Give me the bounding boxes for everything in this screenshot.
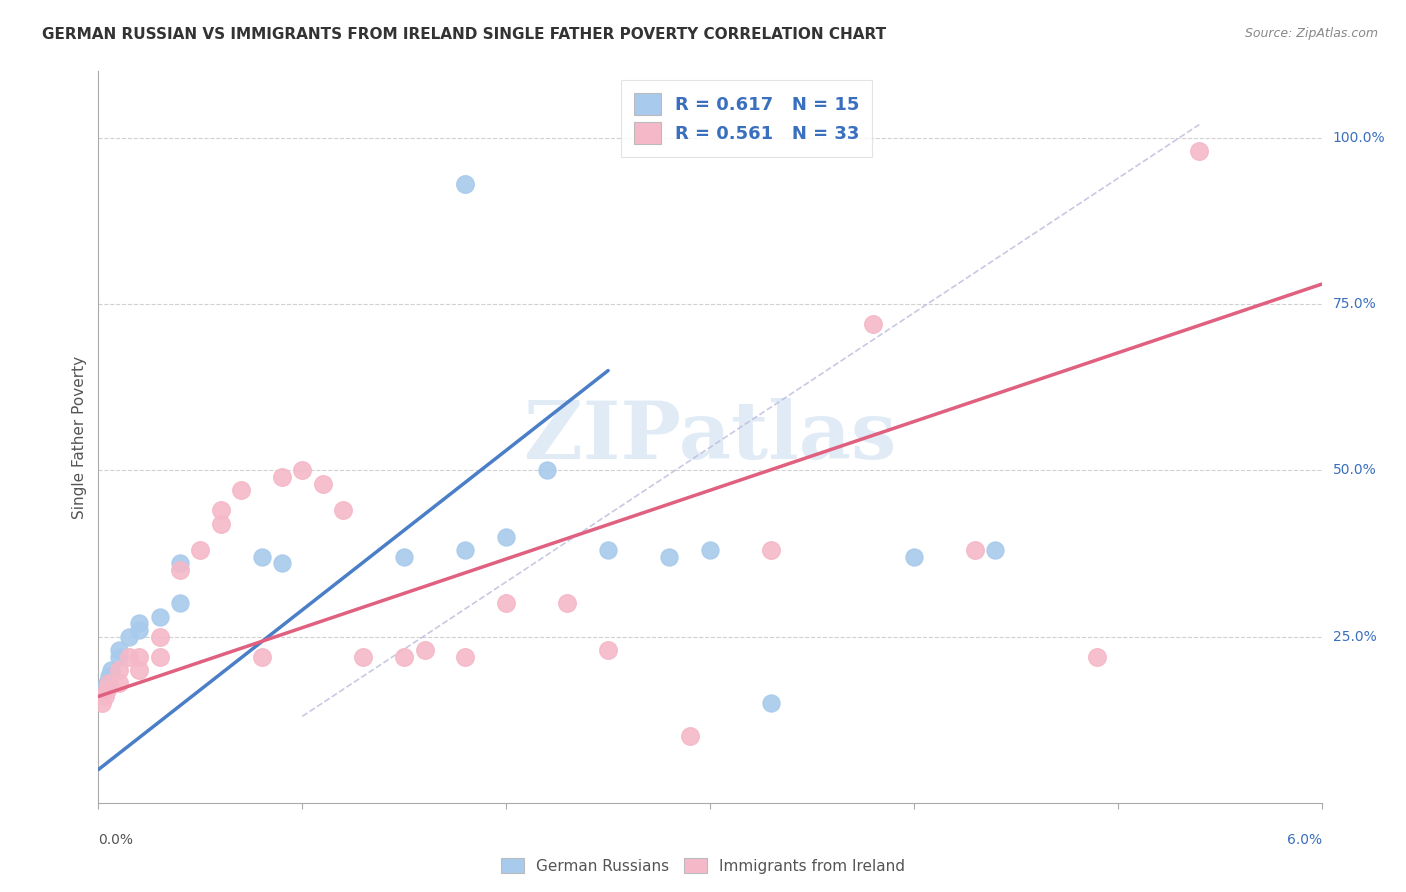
Point bbox=[352, 649, 374, 664]
Text: GERMAN RUSSIAN VS IMMIGRANTS FROM IRELAND SINGLE FATHER POVERTY CORRELATION CHAR: GERMAN RUSSIAN VS IMMIGRANTS FROM IRELAN… bbox=[42, 27, 886, 42]
Point bbox=[862, 317, 884, 331]
Text: 50.0%: 50.0% bbox=[1333, 463, 1376, 477]
Point bbox=[250, 549, 273, 564]
Point bbox=[250, 649, 273, 664]
Point bbox=[128, 623, 150, 637]
Point bbox=[679, 729, 702, 743]
Point bbox=[149, 609, 172, 624]
Point bbox=[392, 549, 416, 564]
Point bbox=[963, 543, 986, 558]
Point bbox=[91, 682, 114, 697]
Point bbox=[169, 557, 191, 571]
Point bbox=[454, 543, 477, 558]
Point bbox=[761, 543, 783, 558]
Point bbox=[149, 630, 172, 644]
Text: ZIPatlas: ZIPatlas bbox=[524, 398, 896, 476]
Text: 100.0%: 100.0% bbox=[1333, 131, 1385, 145]
Point bbox=[413, 643, 436, 657]
Point bbox=[270, 470, 292, 484]
Point bbox=[118, 649, 141, 664]
Point bbox=[97, 669, 120, 683]
Point bbox=[984, 543, 1007, 558]
Point bbox=[96, 676, 118, 690]
Point bbox=[108, 643, 131, 657]
Point bbox=[1085, 649, 1108, 664]
Point bbox=[108, 676, 131, 690]
Point bbox=[169, 563, 191, 577]
Point bbox=[209, 503, 232, 517]
Point bbox=[454, 649, 477, 664]
Point bbox=[392, 649, 416, 664]
Point bbox=[555, 596, 579, 610]
Point bbox=[91, 696, 114, 710]
Point bbox=[128, 663, 150, 677]
Text: 6.0%: 6.0% bbox=[1286, 833, 1322, 847]
Point bbox=[1188, 144, 1211, 158]
Point bbox=[291, 463, 314, 477]
Point bbox=[332, 503, 354, 517]
Point bbox=[108, 649, 131, 664]
Point bbox=[231, 483, 253, 498]
Point bbox=[128, 616, 150, 631]
Text: Source: ZipAtlas.com: Source: ZipAtlas.com bbox=[1244, 27, 1378, 40]
Point bbox=[311, 476, 335, 491]
Legend: R = 0.617   N = 15, R = 0.561   N = 33: R = 0.617 N = 15, R = 0.561 N = 33 bbox=[621, 80, 872, 157]
Point bbox=[97, 676, 120, 690]
Point bbox=[495, 530, 517, 544]
Text: 75.0%: 75.0% bbox=[1333, 297, 1376, 311]
Text: 25.0%: 25.0% bbox=[1333, 630, 1376, 643]
Legend: German Russians, Immigrants from Ireland: German Russians, Immigrants from Ireland bbox=[495, 852, 911, 880]
Point bbox=[454, 178, 477, 192]
Point bbox=[903, 549, 925, 564]
Point bbox=[169, 596, 191, 610]
Point bbox=[761, 696, 783, 710]
Point bbox=[188, 543, 212, 558]
Point bbox=[658, 549, 681, 564]
Point bbox=[128, 649, 150, 664]
Point bbox=[270, 557, 292, 571]
Point bbox=[699, 543, 721, 558]
Point bbox=[149, 649, 172, 664]
Point bbox=[536, 463, 558, 477]
Point bbox=[100, 663, 122, 677]
Point bbox=[598, 543, 620, 558]
Point bbox=[495, 596, 517, 610]
Point bbox=[93, 690, 115, 704]
Point bbox=[598, 643, 620, 657]
Point bbox=[108, 663, 131, 677]
Y-axis label: Single Father Poverty: Single Father Poverty bbox=[72, 356, 87, 518]
Text: 0.0%: 0.0% bbox=[98, 833, 134, 847]
Point bbox=[96, 682, 118, 697]
Point bbox=[118, 630, 141, 644]
Point bbox=[209, 516, 232, 531]
